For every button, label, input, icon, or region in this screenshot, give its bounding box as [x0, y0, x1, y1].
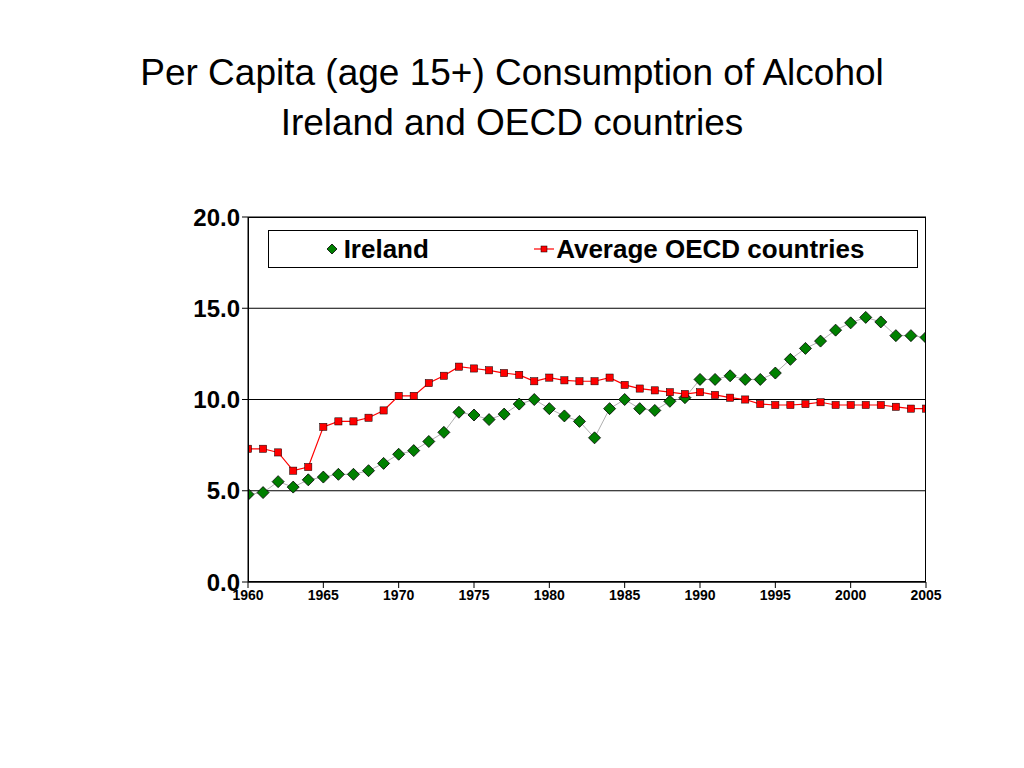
svg-text:1960: 1960	[232, 586, 264, 603]
svg-text:1965: 1965	[308, 587, 339, 603]
html-text:Per Capita (age 15+) Consumpti: Per Capita (age 15+) Consumption of Alco…	[140, 52, 884, 143]
svg-text:10.0: 10.0	[193, 386, 240, 413]
svg-text:1980: 1980	[534, 587, 565, 603]
svg-text:20.0: 20.0	[193, 204, 240, 231]
svg-text:0.0: 0.0	[207, 569, 240, 596]
svg-text:15.0: 15.0	[193, 295, 240, 322]
svg-text:2000: 2000	[835, 587, 866, 603]
svg-text:5.0: 5.0	[207, 477, 240, 504]
html-text:Ireland: Ireland	[343, 233, 429, 264]
svg-text:1975: 1975	[458, 587, 489, 603]
html-text:Average OECD countries: Average OECD countries	[556, 233, 865, 264]
svg-text:1995: 1995	[760, 587, 791, 603]
svg-text:1990: 1990	[684, 587, 715, 603]
svg-text:2005: 2005	[910, 587, 941, 603]
svg-text:1985: 1985	[609, 587, 640, 603]
svg-text:1970: 1970	[383, 587, 414, 603]
